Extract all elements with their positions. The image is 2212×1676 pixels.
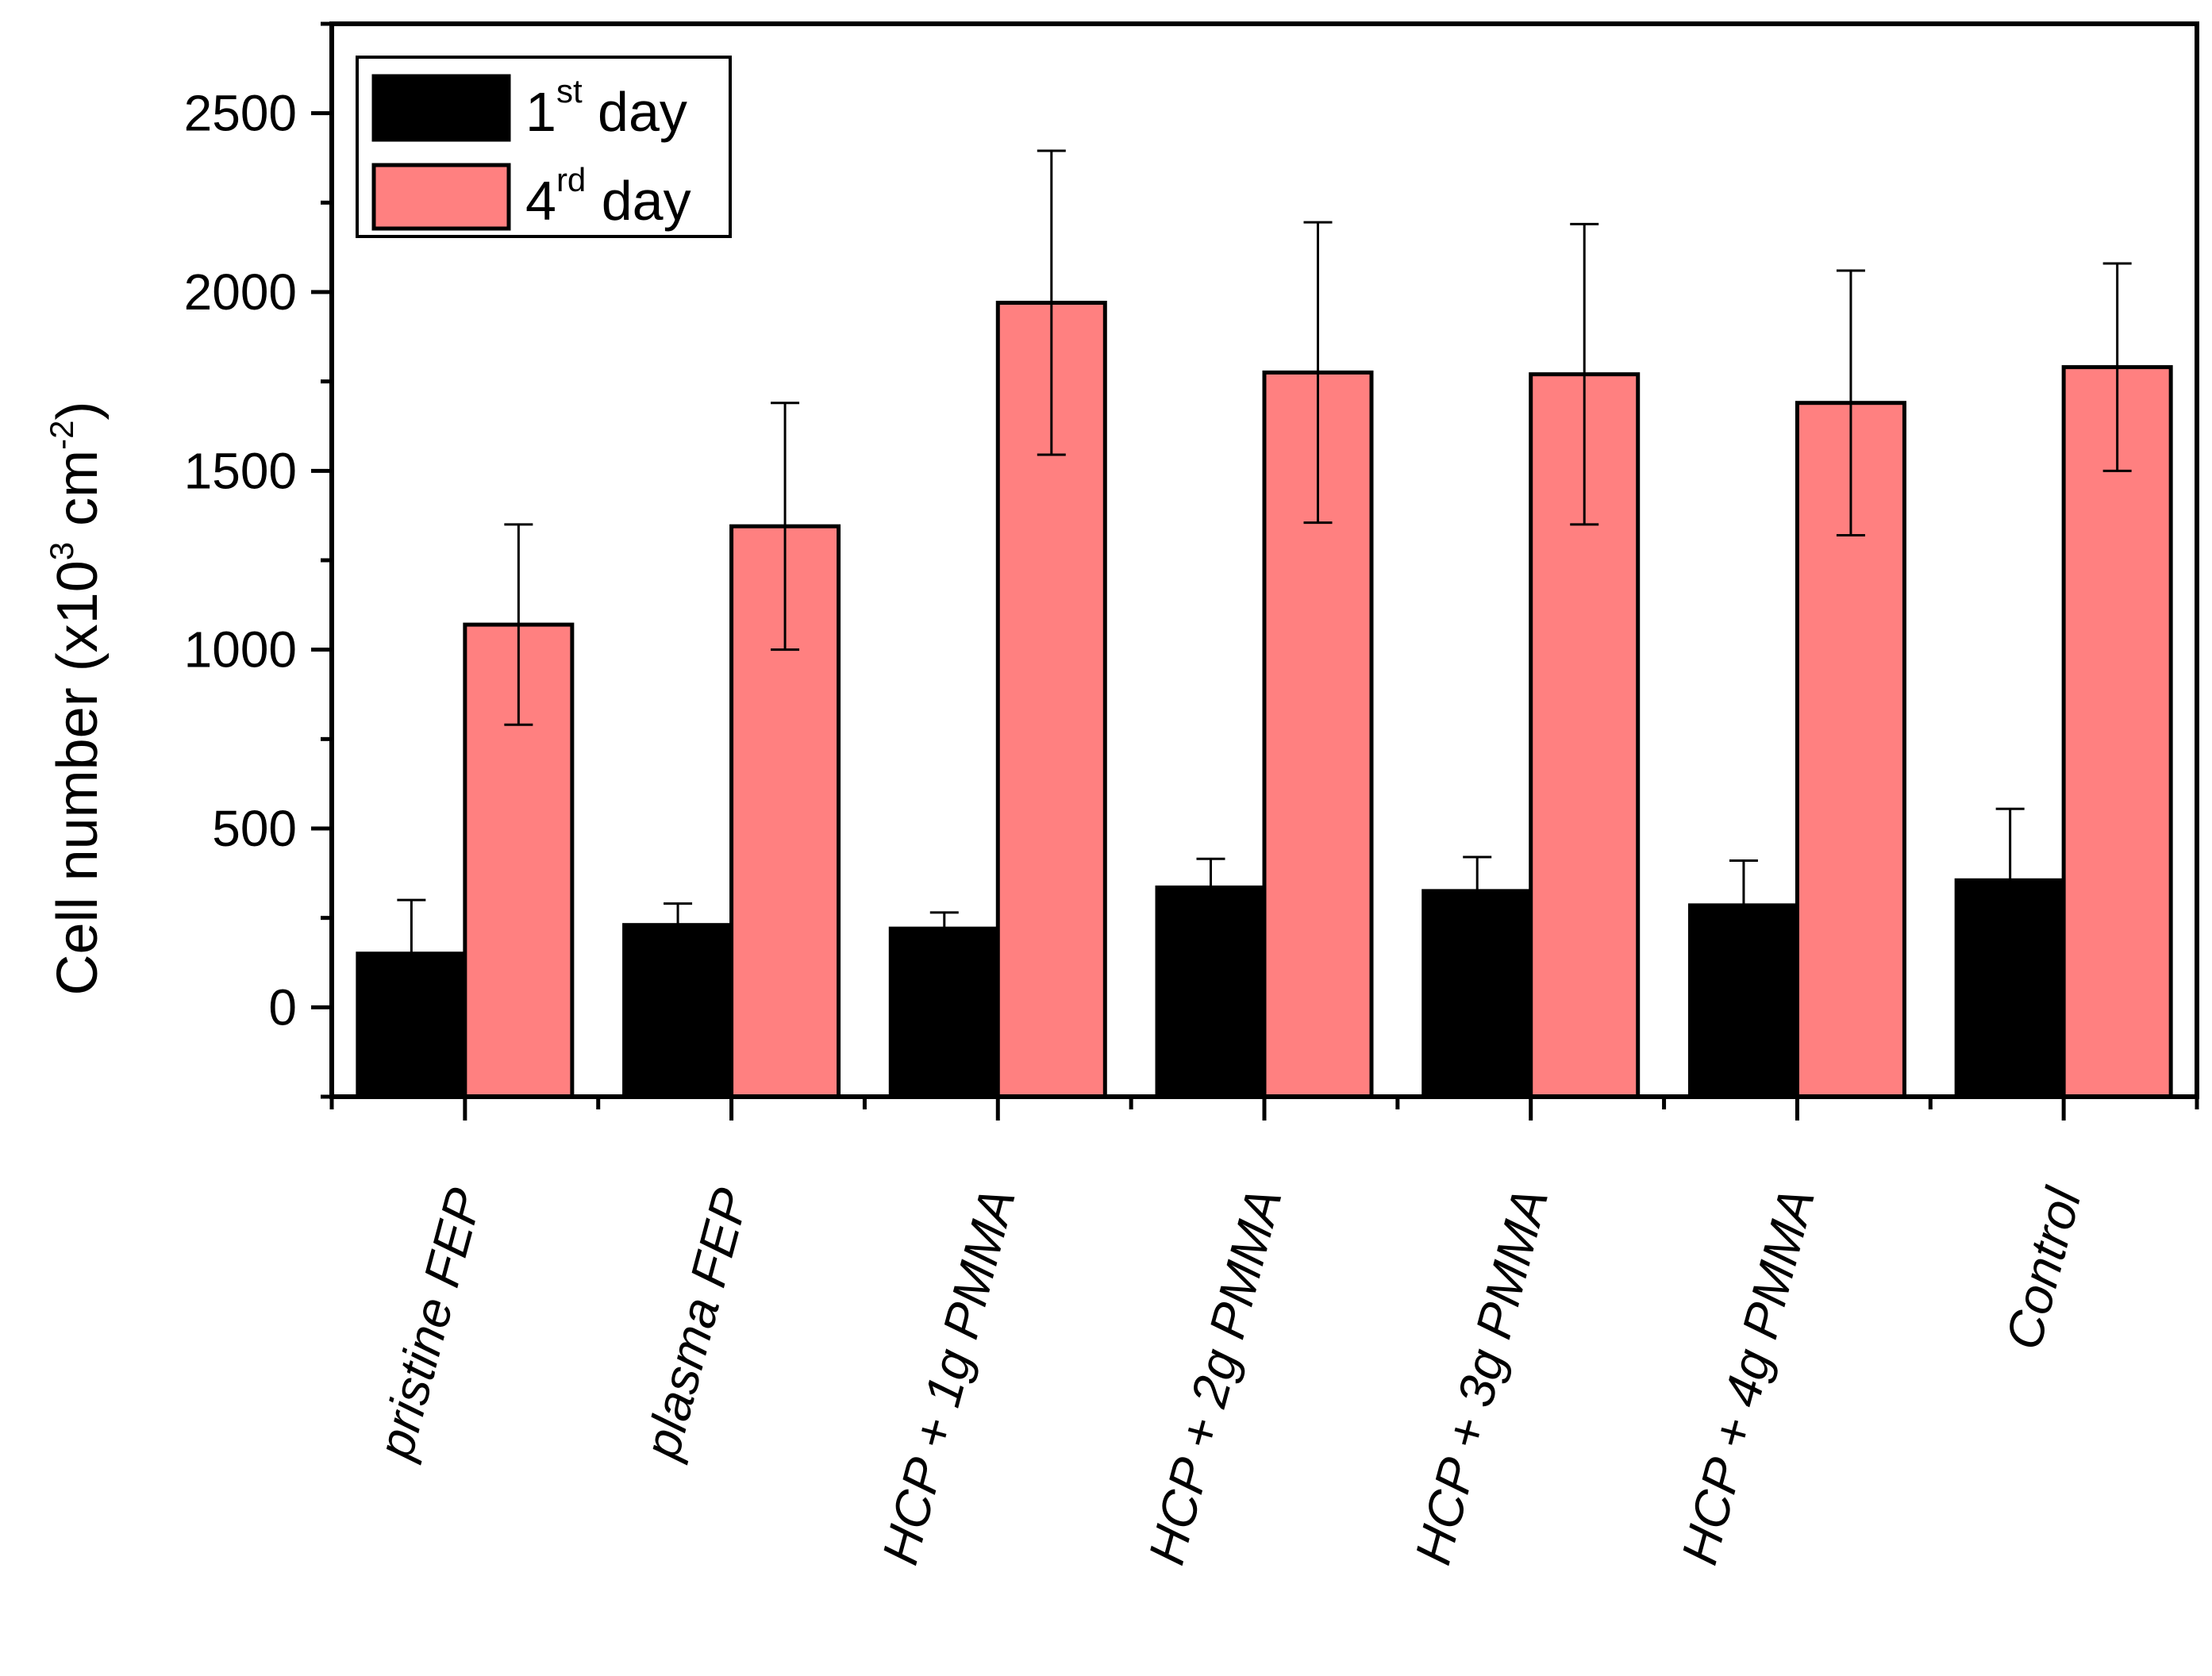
error-bar [1995,807,2025,953]
error-bar [1463,855,1492,927]
x-tick-label: HCP + 1g PMMA [871,1182,1026,1570]
bar-day4 [2061,365,2173,1099]
x-axis-labels: pristine FEP plasma FEP HCP + 1g PMMA HCP +… [366,1181,2092,1570]
x-tick-label: HCP + 3g PMMA [1404,1182,1560,1570]
y-tick-label: 500 [212,800,297,857]
error-bar [1836,269,1865,536]
error-bar [504,523,533,726]
legend: 1st day 4rd day [356,56,732,238]
bars-layer [356,301,2173,1099]
legend-item-series-2: 4rd day [371,161,691,232]
bar-day4 [995,301,1107,1099]
y-tick-label: 0 [268,978,297,1036]
legend-swatch [371,163,511,231]
error-bars-layer [397,149,2132,1009]
error-bar [664,902,693,948]
x-tick-label: pristine FEP [366,1182,493,1466]
y-axis-ticks: 0 500 1000 1500 2000 2500 [184,21,332,1099]
x-tick-label: plasma FEP [633,1182,760,1466]
legend-swatch [371,74,511,142]
bar-day1 [1155,885,1267,1099]
x-axis-ticks [329,1097,2199,1121]
error-bar [1729,859,1758,951]
error-bar [1037,149,1066,456]
y-tick-label: 1500 [184,442,297,499]
y-axis-title: Cell number (x103 cm-2) [43,402,110,996]
x-tick-label: Control [1995,1181,2092,1355]
error-bar [771,402,800,652]
error-bar [1303,221,1333,525]
error-bar [1196,857,1225,917]
legend-label: 1st day [525,72,687,143]
y-tick-label: 1000 [184,621,297,678]
error-bar [929,911,959,946]
error-bar [2102,262,2132,472]
legend-item-series-1: 1st day [371,72,687,143]
x-tick-label: HCP + 4g PMMA [1670,1182,1825,1570]
bar-day1 [888,926,1000,1099]
y-tick-label: 2000 [184,263,297,321]
error-bar [397,898,426,1009]
x-tick-label: HCP + 2g PMMA [1137,1182,1293,1570]
error-bar [1570,222,1599,526]
y-tick-label: 2500 [184,85,297,142]
bar-day1 [622,923,734,1099]
legend-label: 4rd day [525,161,691,232]
